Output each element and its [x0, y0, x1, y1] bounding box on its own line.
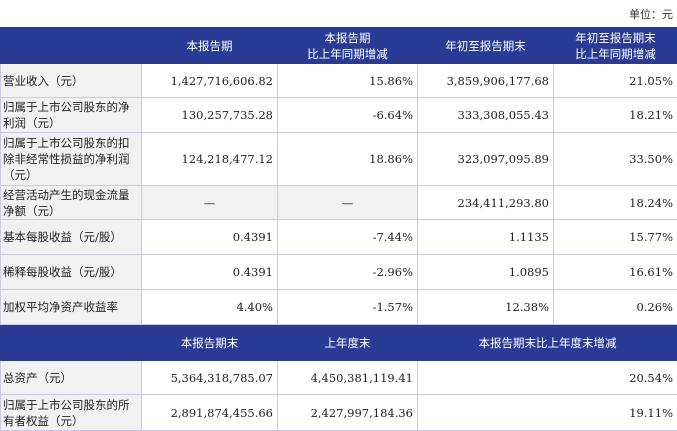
cell-value: 0.26%: [554, 290, 677, 325]
row-label: 归属于上市公司股东的所有者权益（元）: [1, 395, 142, 431]
cell-value: 1.0895: [418, 255, 554, 290]
cell-value: 0.4391: [142, 220, 278, 255]
cell-value: 0.4391: [142, 255, 278, 290]
cell-value: 18.86%: [278, 133, 418, 186]
cell-value: 33.50%: [554, 133, 677, 186]
row-label: 归属于上市公司股东的净利润（元）: [1, 98, 142, 133]
cell-value: 333,308,055.43: [418, 98, 554, 133]
column-header: [1, 325, 142, 361]
column-header: 上年度末: [278, 325, 418, 361]
header-row: 本报告期末上年度末本报告期末比上年度末增减: [1, 325, 677, 361]
cell-value: 2,427,997,184.36: [278, 395, 418, 431]
row-label: 加权平均净资产收益率: [1, 290, 142, 325]
row-label: 基本每股收益（元/股）: [1, 220, 142, 255]
column-header: 年初至报告期末 比上年同期增减: [554, 28, 677, 64]
column-header: 年初至报告期末: [418, 28, 554, 64]
cell-value: 12.38%: [418, 290, 554, 325]
cell-value: 18.24%: [554, 186, 677, 220]
cell-value: 18.21%: [554, 98, 677, 133]
cell-value: 124,218,477.12: [142, 133, 278, 186]
row-label: 经营活动产生的现金流量净额（元）: [1, 186, 142, 220]
row-label: 总资产（元）: [1, 361, 142, 395]
column-header: 本报告期: [142, 28, 278, 64]
column-header: 本报告期末: [142, 325, 278, 361]
unit-label: 单位：元: [629, 6, 673, 22]
cell-value: 2,891,874,455.66: [142, 395, 278, 431]
cell-value: 323,097,095.89: [418, 133, 554, 186]
cell-value: 20.54%: [418, 361, 677, 395]
cell-value: 15.86%: [278, 64, 418, 98]
financial-table: 本报告期本报告期 比上年同期增减年初至报告期末年初至报告期末 比上年同期增减营业…: [0, 27, 677, 431]
cell-value: 16.61%: [554, 255, 677, 290]
column-header: 本报告期末比上年度末增减: [418, 325, 677, 361]
column-header: [1, 28, 142, 64]
cell-value: 4.40%: [142, 290, 278, 325]
row-label: 营业收入（元）: [1, 64, 142, 98]
header-row: 本报告期本报告期 比上年同期增减年初至报告期末年初至报告期末 比上年同期增减: [1, 28, 677, 64]
cell-value: 15.77%: [554, 220, 677, 255]
cell-value: 4,450,381,119.41: [278, 361, 418, 395]
cell-value: -6.64%: [278, 98, 418, 133]
cell-value: —: [278, 186, 418, 220]
cell-value: 21.05%: [554, 64, 677, 98]
cell-value: -7.44%: [278, 220, 418, 255]
cell-value: 234,411,293.80: [418, 186, 554, 220]
cell-value: -2.96%: [278, 255, 418, 290]
cell-value: —: [142, 186, 278, 220]
column-header: 本报告期 比上年同期增减: [278, 28, 418, 64]
cell-value: 3,859,906,177.68: [418, 64, 554, 98]
row-label: 稀释每股收益（元/股）: [1, 255, 142, 290]
cell-value: 19.11%: [418, 395, 677, 431]
cell-value: 1.1135: [418, 220, 554, 255]
cell-value: 5,364,318,785.07: [142, 361, 278, 395]
cell-value: 130,257,735.28: [142, 98, 278, 133]
cell-value: 1,427,716,606.82: [142, 64, 278, 98]
cell-value: -1.57%: [278, 290, 418, 325]
row-label: 归属于上市公司股东的扣除非经常性损益的净利润（元）: [1, 133, 142, 186]
table-row: 归属于上市公司股东的净利润（元）130,257,735.28-6.64%333,…: [1, 98, 677, 133]
